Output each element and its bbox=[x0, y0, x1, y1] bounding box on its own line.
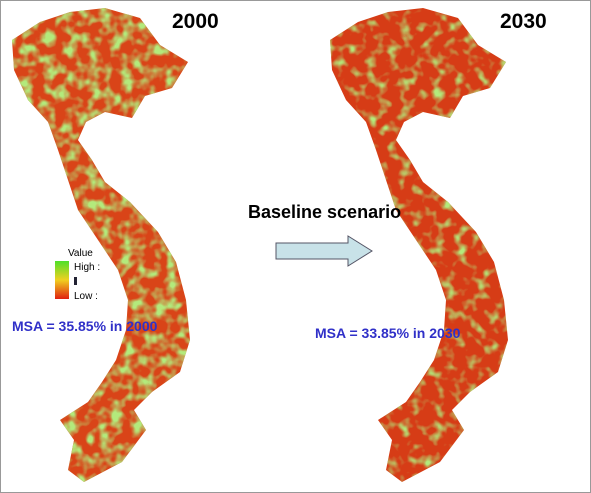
msa-label: MSA = 35.85% in 2000 bbox=[12, 318, 158, 334]
legend-high: High : bbox=[74, 262, 100, 273]
msa-label: MSA = 33.85% in 2030 bbox=[315, 325, 461, 341]
legend: Value High : Low : bbox=[55, 248, 100, 302]
year-label: 2030 bbox=[500, 10, 547, 33]
legend-marker bbox=[74, 277, 77, 285]
year-label: 2000 bbox=[172, 10, 219, 33]
legend-ramp bbox=[55, 261, 69, 299]
arrow bbox=[275, 235, 373, 267]
arrow-label: Baseline scenario bbox=[248, 202, 401, 222]
legend-title: Value bbox=[68, 248, 93, 259]
legend-low: Low : bbox=[74, 291, 98, 302]
